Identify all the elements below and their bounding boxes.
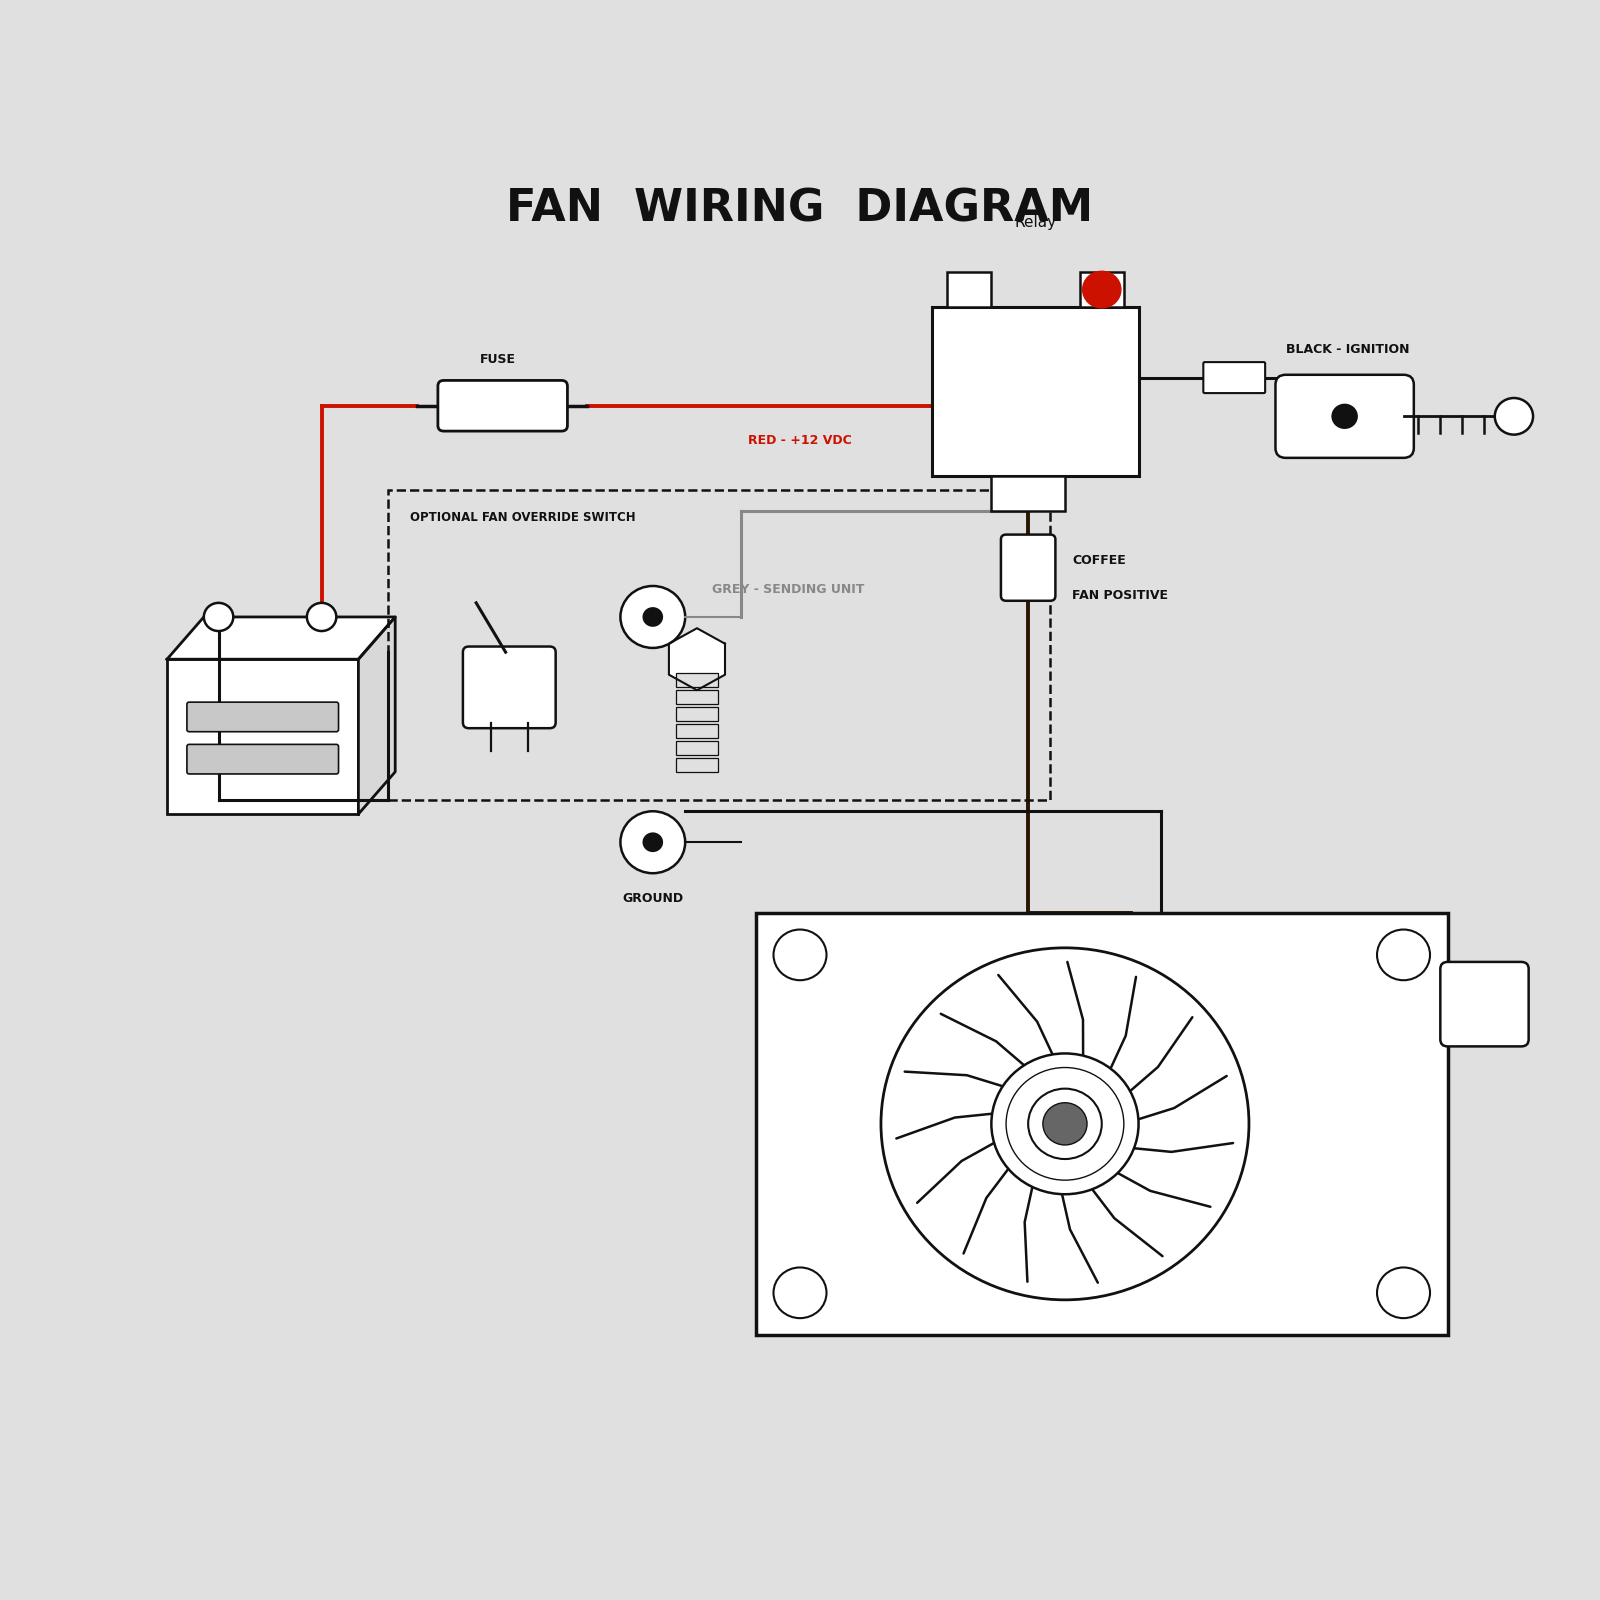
- Circle shape: [1006, 1067, 1123, 1181]
- Bar: [677, 723, 717, 738]
- Circle shape: [307, 603, 336, 630]
- Bar: [1080, 272, 1123, 307]
- Circle shape: [1083, 272, 1122, 307]
- Circle shape: [1494, 398, 1533, 435]
- Bar: [387, 490, 1050, 800]
- Text: RED - +12 VDC: RED - +12 VDC: [749, 434, 851, 446]
- Circle shape: [1043, 1102, 1086, 1146]
- Polygon shape: [166, 618, 395, 659]
- Bar: [677, 741, 717, 755]
- Text: GROUND: GROUND: [622, 891, 683, 904]
- Bar: [677, 707, 717, 722]
- Polygon shape: [669, 629, 725, 690]
- Circle shape: [621, 811, 685, 874]
- FancyBboxPatch shape: [1275, 374, 1414, 458]
- Circle shape: [621, 586, 685, 648]
- Text: FAN  WIRING  DIAGRAM: FAN WIRING DIAGRAM: [507, 187, 1093, 230]
- Bar: [677, 690, 717, 704]
- Circle shape: [992, 1053, 1139, 1194]
- Circle shape: [1029, 1088, 1102, 1158]
- Bar: [166, 659, 358, 814]
- Bar: [933, 307, 1139, 477]
- Text: FAN POSITIVE: FAN POSITIVE: [1072, 589, 1168, 602]
- Bar: [677, 674, 717, 688]
- FancyBboxPatch shape: [438, 381, 568, 430]
- Text: OPTIONAL FAN OVERRIDE SWITCH: OPTIONAL FAN OVERRIDE SWITCH: [410, 512, 635, 525]
- Text: Relay: Relay: [1014, 214, 1056, 230]
- Text: GREY - SENDING UNIT: GREY - SENDING UNIT: [712, 582, 864, 595]
- FancyBboxPatch shape: [187, 744, 339, 774]
- Text: COFFEE: COFFEE: [1072, 554, 1126, 566]
- Circle shape: [1378, 1267, 1430, 1318]
- Polygon shape: [358, 618, 395, 814]
- Bar: [755, 912, 1448, 1334]
- Text: FUSE: FUSE: [480, 354, 517, 366]
- Circle shape: [643, 606, 662, 627]
- Circle shape: [882, 947, 1250, 1299]
- FancyBboxPatch shape: [1203, 362, 1266, 394]
- Bar: [992, 477, 1066, 512]
- FancyBboxPatch shape: [462, 646, 555, 728]
- Circle shape: [1378, 930, 1430, 981]
- Bar: [677, 758, 717, 771]
- Text: BLACK - IGNITION: BLACK - IGNITION: [1286, 344, 1410, 357]
- Bar: [947, 272, 992, 307]
- Circle shape: [203, 603, 234, 630]
- FancyBboxPatch shape: [1002, 534, 1056, 600]
- FancyBboxPatch shape: [187, 702, 339, 731]
- Circle shape: [643, 832, 662, 853]
- Circle shape: [773, 930, 827, 981]
- Circle shape: [773, 1267, 827, 1318]
- Circle shape: [1331, 403, 1358, 429]
- FancyBboxPatch shape: [1440, 962, 1528, 1046]
